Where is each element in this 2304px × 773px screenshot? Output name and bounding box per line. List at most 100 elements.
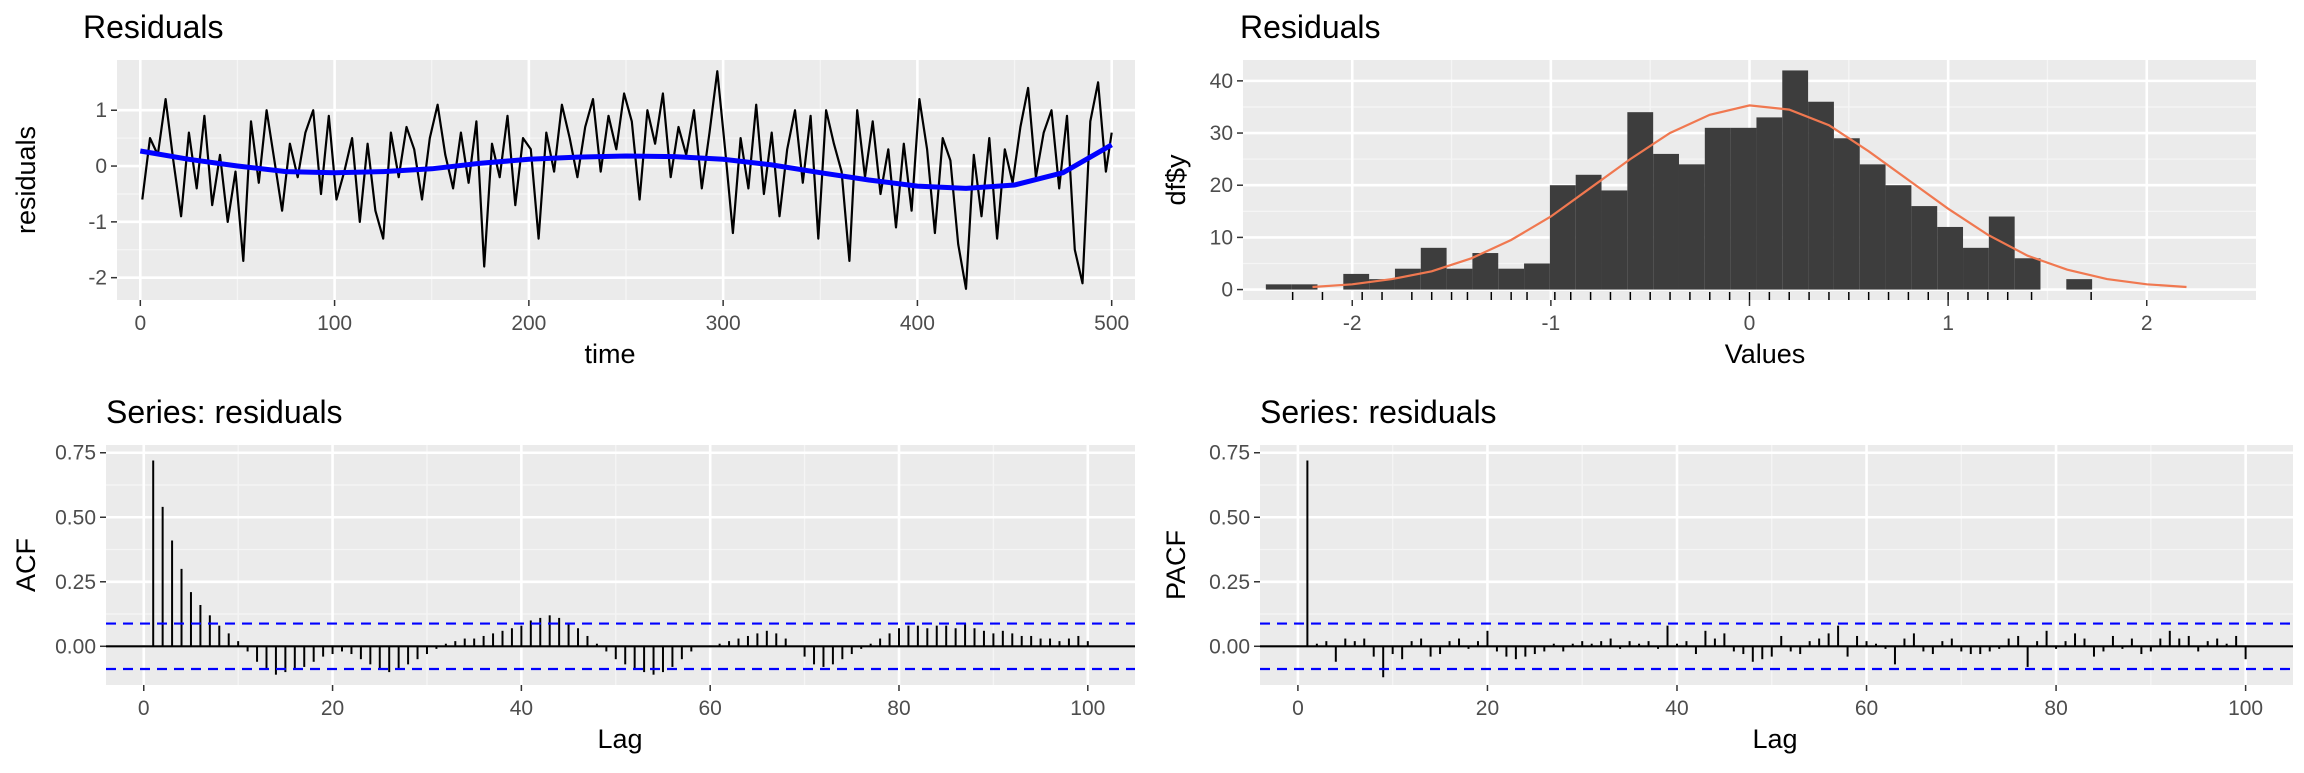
histogram-bar: [1369, 279, 1395, 290]
x-tick-label: 500: [1094, 312, 1129, 335]
x-axis-title: Values: [1725, 339, 1806, 369]
y-tick-label: 20: [1210, 174, 1233, 197]
histogram-bar: [1524, 263, 1550, 290]
x-tick-label: 0: [1292, 697, 1304, 720]
x-tick-label: 40: [1665, 697, 1688, 720]
x-tick-label: 60: [699, 697, 722, 720]
y-tick-label: 10: [1210, 226, 1233, 249]
y-tick-label: -2: [88, 267, 107, 290]
histogram-bar: [1291, 284, 1318, 290]
x-tick-label: 2: [2141, 312, 2153, 335]
plot-marks: [106, 460, 1135, 675]
x-axis-title: Lag: [597, 724, 642, 754]
x-tick-label: 200: [511, 312, 546, 335]
histogram-bar: [1885, 185, 1912, 290]
smooth-trend-line: [139, 142, 1113, 191]
density-curve: [1312, 104, 2187, 289]
histogram-bar: [1937, 226, 1964, 290]
y-tick-label: 0.75: [55, 442, 96, 465]
panel-residuals-histogram: Residuals 0 10 20 30 40 -2 -1 0 1 2 Values df$y: [1161, 9, 2256, 369]
x-tick-label: 40: [510, 697, 533, 720]
y-tick-label: -1: [88, 211, 107, 234]
x-tick-label: 400: [900, 312, 935, 335]
y-tick-label: 0.00: [1209, 635, 1250, 658]
histogram-bar: [1833, 138, 1860, 290]
y-tick-label: 40: [1210, 70, 1233, 93]
panel-pacf: Series: residuals 0.00 0.25 0.50 0.75 0 20 40…: [1161, 394, 2293, 754]
x-tick-label: 1: [1942, 312, 1954, 335]
x-tick-label: -1: [1542, 312, 1561, 335]
y-tick-label: 0.00: [55, 635, 96, 658]
histogram-bar: [1730, 127, 1757, 290]
y-axis-ticks: -2 -1 0 1: [88, 99, 117, 290]
histogram-bar: [1911, 206, 1938, 290]
y-axis-title: PACF: [1161, 530, 1191, 600]
histogram-bar: [1627, 112, 1654, 290]
y-axis-ticks: 0.00 0.25 0.50 0.75: [1209, 442, 1260, 658]
histogram-bar: [1678, 164, 1705, 290]
histogram-bar: [1808, 101, 1834, 290]
x-tick-label: 100: [317, 312, 352, 335]
x-tick-label: 0: [138, 697, 150, 720]
x-axis-ticks: 0 20 40 60 80 100: [1292, 685, 2263, 720]
y-tick-label: 0: [95, 155, 107, 178]
x-tick-label: 0: [134, 312, 146, 335]
x-axis-title: Lag: [1752, 724, 1797, 754]
y-tick-label: 0.25: [1209, 571, 1250, 594]
y-axis-title: ACF: [11, 538, 41, 592]
histogram-bar: [1782, 70, 1809, 290]
x-tick-label: 100: [1070, 697, 1105, 720]
x-axis-ticks: -2 -1 0 1 2: [1343, 300, 2153, 335]
histogram-bar: [1472, 253, 1499, 290]
histogram-bar: [1446, 268, 1473, 290]
plot-background: [106, 445, 1135, 685]
x-tick-label: 20: [321, 697, 344, 720]
x-tick-label: 80: [887, 697, 910, 720]
plot-marks: [1260, 460, 2293, 678]
y-axis-ticks: 0 10 20 30 40: [1210, 70, 1243, 302]
histogram-bar: [2066, 279, 2093, 290]
histogram-bar: [1859, 164, 1886, 290]
panel-residuals-time: Residuals -2 -1 0 1 0 100 200 300 400 500 time r…: [11, 9, 1135, 369]
y-tick-label: 0: [1221, 279, 1233, 302]
x-axis-ticks: 0 20 40 60 80 100: [138, 685, 1105, 720]
histogram-bar: [1963, 247, 1989, 290]
x-tick-label: 60: [1855, 697, 1878, 720]
histogram-bar: [1498, 268, 1525, 290]
plot-background: [1260, 445, 2293, 685]
y-tick-label: 0.25: [55, 571, 96, 594]
y-tick-label: 1: [95, 99, 107, 122]
histogram-bar: [1704, 127, 1731, 290]
histogram-bar: [1988, 216, 2015, 290]
panel-title: Residuals: [1240, 9, 1381, 45]
x-tick-label: 80: [2044, 697, 2067, 720]
y-tick-label: 30: [1210, 122, 1233, 145]
x-tick-label: 300: [706, 312, 741, 335]
y-axis-title: df$y: [1161, 154, 1191, 206]
histogram-bar: [1394, 268, 1421, 290]
panel-title: Series: residuals: [1260, 394, 1497, 430]
histogram-bar: [1265, 284, 1292, 290]
x-axis-ticks: 0 100 200 300 400 500: [134, 300, 1129, 335]
histogram-bar: [1343, 273, 1370, 290]
x-tick-label: 20: [1476, 697, 1499, 720]
panel-title: Residuals: [83, 9, 224, 45]
panel-title: Series: residuals: [106, 394, 343, 430]
x-axis-title: time: [584, 339, 635, 369]
histogram-bar: [2014, 258, 2041, 290]
x-tick-label: 0: [1744, 312, 1756, 335]
x-tick-label: 100: [2228, 697, 2263, 720]
plot-marks: [139, 70, 1113, 290]
histogram-bar: [1601, 190, 1628, 290]
y-tick-label: 0.50: [1209, 506, 1250, 529]
x-tick-label: -2: [1343, 312, 1362, 335]
y-tick-label: 0.75: [1209, 442, 1250, 465]
y-axis-ticks: 0.00 0.25 0.50 0.75: [55, 442, 106, 658]
histogram-bar: [1756, 117, 1783, 290]
residuals-line: [141, 70, 1113, 290]
panel-acf: Series: residuals 0.00 0.25 0.50 0.75 0 20 40…: [11, 394, 1135, 754]
histogram-bar: [1653, 153, 1679, 290]
y-axis-title: residuals: [11, 126, 41, 234]
